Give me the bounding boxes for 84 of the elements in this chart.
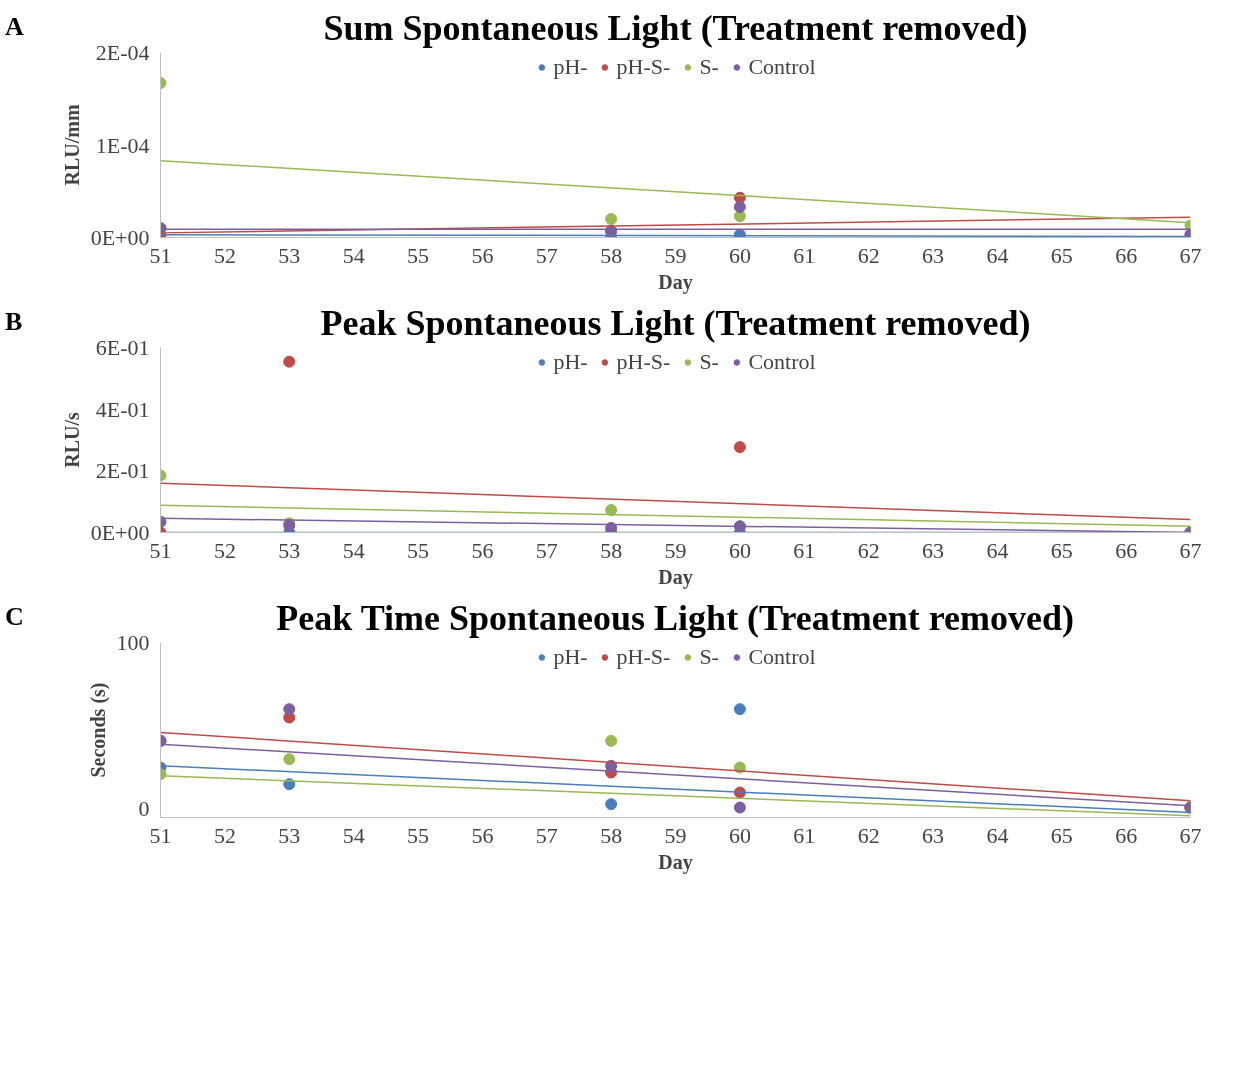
x-tick-label: 63 (922, 822, 944, 848)
legend-label: pH- (553, 349, 588, 375)
x-tick-label: 67 (1179, 822, 1202, 848)
x-tick-label: 61 (793, 822, 816, 848)
x-tick-label: 60 (728, 242, 751, 268)
y-axis-title: Seconds (s) (86, 682, 110, 778)
x-tick-label: 65 (1050, 242, 1073, 268)
x-axis-title: Day (658, 565, 693, 589)
y-tick-label: 100 (116, 629, 150, 655)
legend-label: pH-S- (616, 349, 671, 375)
x-tick-label: 51 (149, 822, 172, 848)
y-tick-label: 0E+00 (90, 520, 150, 545)
legend-label: S- (699, 54, 720, 80)
text: B (5, 306, 23, 338)
x-tick-label: 66 (1115, 822, 1138, 848)
legend-label: Control (748, 349, 816, 375)
y-tick-label: 4E-01 (95, 396, 150, 422)
x-tick-label: 57 (535, 822, 558, 848)
x-tick-label: 56 (471, 537, 494, 563)
x-tick-label: 58 (600, 242, 623, 268)
x-axis-title: Day (658, 270, 693, 294)
x-tick-label: 62 (857, 537, 880, 563)
x-tick-label: 53 (278, 242, 301, 268)
legend-label: S- (699, 349, 720, 375)
x-tick-label: 66 (1115, 537, 1138, 563)
x-tick-label: 64 (986, 822, 1009, 848)
x-tick-label: 56 (471, 822, 494, 848)
x-tick-label: 55 (407, 242, 429, 268)
x-tick-label: 67 (1179, 537, 1202, 563)
x-tick-label: 54 (342, 822, 365, 848)
y-tick-label: 0 (138, 796, 150, 822)
x-tick-label: 55 (407, 537, 429, 563)
x-tick-label: 63 (922, 242, 944, 268)
x-tick-label: 65 (1050, 537, 1073, 563)
x-tick-label: 67 (1179, 242, 1202, 268)
x-tick-label: 61 (793, 242, 816, 268)
x-tick-label: 61 (793, 537, 816, 563)
x-tick-label: 54 (342, 242, 365, 268)
y-tick-label: 6E-01 (95, 335, 150, 360)
y-tick-label: 0E+00 (90, 225, 150, 250)
x-tick-label: 51 (149, 242, 172, 268)
legend-label: pH-S- (616, 644, 671, 670)
x-tick-label: 64 (986, 242, 1009, 268)
x-tick-label: 52 (213, 822, 236, 848)
x-tick-label: 53 (278, 822, 301, 848)
x-tick-label: 52 (213, 242, 236, 268)
x-tick-label: 60 (728, 537, 751, 563)
x-tick-label: 52 (213, 537, 236, 563)
x-tick-label: 53 (278, 537, 301, 563)
x-tick-label: 58 (600, 537, 623, 563)
text: A (5, 11, 24, 43)
x-tick-label: 65 (1050, 822, 1073, 848)
x-tick-label: 59 (664, 537, 687, 563)
x-tick-label: 64 (986, 537, 1009, 563)
x-tick-label: 62 (857, 822, 880, 848)
y-axis-title: RLU/mm (60, 104, 83, 186)
x-tick-label: 66 (1115, 242, 1138, 268)
y-tick-label: 1E-04 (95, 132, 150, 158)
x-tick-label: 62 (857, 242, 880, 268)
text: C (5, 601, 24, 633)
chart-title: Peak Spontaneous Light (Treatment removed) (320, 302, 1031, 343)
x-tick-label: 55 (407, 822, 429, 848)
x-tick-label: 57 (535, 537, 558, 563)
chart-title: Peak Time Spontaneous Light (Treatment removed) (276, 597, 1075, 638)
y-tick-label: 2E-04 (95, 40, 150, 65)
y-tick-label: 2E-01 (95, 458, 150, 484)
x-tick-label: 54 (342, 537, 365, 563)
x-tick-label: 59 (664, 822, 687, 848)
legend-label: pH-S- (616, 54, 671, 80)
x-tick-label: 56 (471, 242, 494, 268)
x-tick-label: 59 (664, 242, 687, 268)
legend-label: pH- (553, 644, 588, 670)
x-tick-label: 57 (535, 242, 558, 268)
y-axis-title: RLU/s (60, 412, 83, 468)
x-axis-title: Day (658, 850, 693, 874)
legend-label: Control (748, 54, 816, 80)
x-tick-label: 51 (149, 537, 172, 563)
legend-label: S- (699, 644, 720, 670)
x-tick-label: 63 (922, 537, 944, 563)
x-tick-label: 58 (600, 822, 623, 848)
legend-label: pH- (553, 54, 588, 80)
legend-label: Control (748, 644, 816, 670)
chart-title: Sum Spontaneous Light (Treatment removed) (323, 7, 1028, 48)
x-tick-label: 60 (728, 822, 751, 848)
